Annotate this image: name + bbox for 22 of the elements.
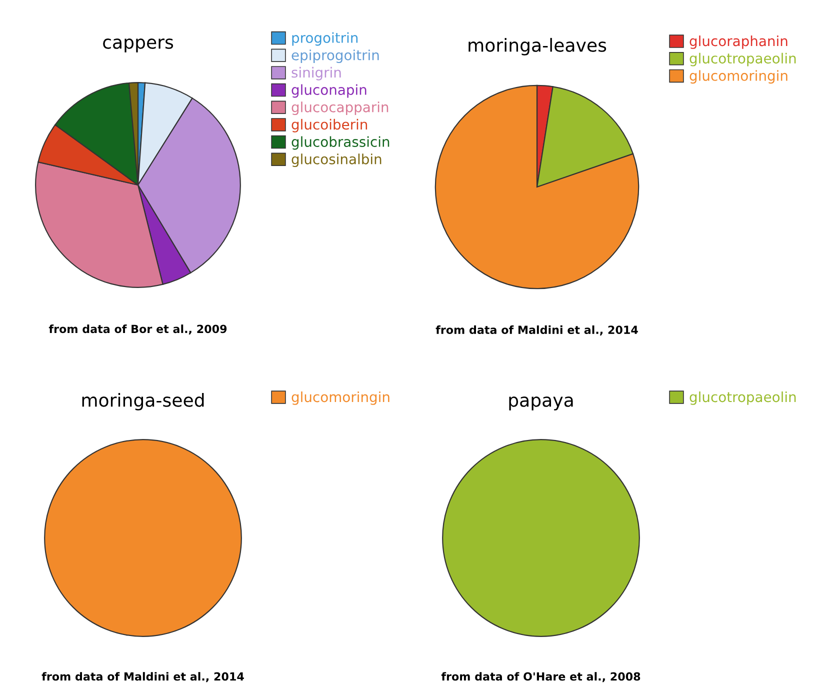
text: from data of Bor et al., 2009 xyxy=(48,324,227,335)
chart-title: cappers xyxy=(103,38,174,52)
legend-label: sinigrin xyxy=(292,66,341,80)
text: from data of Maldini et al., 2014 xyxy=(42,672,244,682)
legend-label: glucotropaeolin xyxy=(690,391,796,405)
legend-label: glucoraphanin xyxy=(690,35,788,49)
legend-label: glucobrassicin xyxy=(292,136,390,150)
text: from data of O'Hare et al., 2008 xyxy=(441,672,640,682)
legend-label: glucomoringin xyxy=(292,391,390,405)
legend-label: epiprogoitrin xyxy=(292,50,379,64)
chart-title: moringa-seed xyxy=(82,392,204,410)
chart-title: moringa-leaves xyxy=(468,38,606,56)
legend-label: glucomoringin xyxy=(690,70,788,84)
legend-label: glucoiberin xyxy=(292,118,368,132)
legend-label: progoitrin xyxy=(292,32,358,46)
chart-title: papaya xyxy=(509,396,573,410)
legend-label: gluconapin xyxy=(292,84,366,98)
legend-label: glucosinalbin xyxy=(292,154,382,168)
pie-slice xyxy=(434,84,640,290)
legend-label: glucotropaeolin xyxy=(690,52,796,66)
legend-label: glucocapparin xyxy=(292,102,388,116)
text: from data of Maldini et al., 2014 xyxy=(436,325,638,336)
